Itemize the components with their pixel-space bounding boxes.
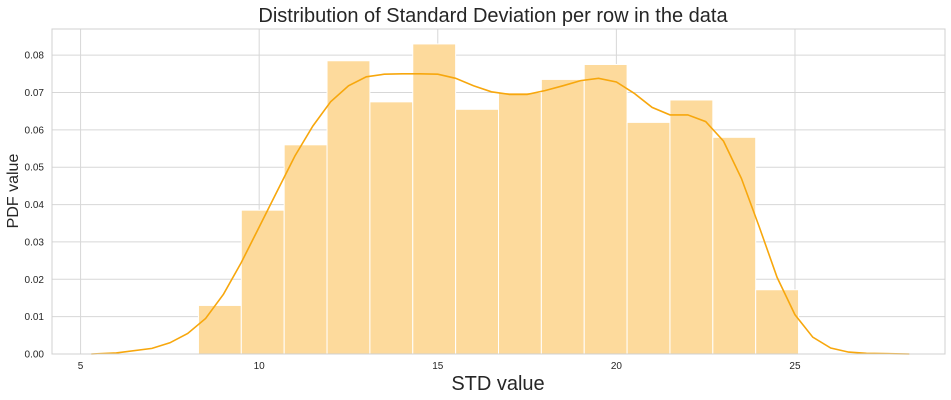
y-tick-labels: 0.00 0.01 0.02 0.03 0.04 0.05 0.06 0.07 0.08 xyxy=(25,51,45,361)
y-tick-label: 0.06 xyxy=(25,125,45,136)
kde-line xyxy=(91,73,910,355)
histogram-bar xyxy=(583,63,628,355)
histogram-bar xyxy=(197,304,242,355)
x-tick-label: 10 xyxy=(254,361,266,372)
histogram-bar xyxy=(240,209,285,355)
y-tick-label: 0.01 xyxy=(25,312,45,323)
y-tick-label: 0.05 xyxy=(25,163,45,174)
histogram-bar xyxy=(412,43,457,355)
histogram-bar xyxy=(712,136,757,355)
plot-frame xyxy=(51,28,946,355)
x-tick-label: 15 xyxy=(432,361,444,372)
histogram-bar xyxy=(283,144,328,355)
histogram-bar xyxy=(498,92,542,355)
chart-title: Distribution of Standard Deviation per r… xyxy=(258,5,728,27)
histogram-bar xyxy=(326,60,371,355)
y-tick-label: 0.00 xyxy=(25,350,45,361)
x-tick-label: 5 xyxy=(78,361,84,372)
histogram-bar xyxy=(455,108,499,355)
histogram-bars xyxy=(197,43,800,355)
x-tick-label: 20 xyxy=(611,361,623,372)
histogram-bar xyxy=(369,101,414,355)
x-tick-label: 25 xyxy=(789,361,801,372)
histogram-bar xyxy=(626,121,671,355)
histogram-bar xyxy=(540,78,585,355)
y-tick-label: 0.03 xyxy=(25,237,45,248)
y-tick-label: 0.07 xyxy=(25,88,45,99)
x-tick-labels: 5 10 15 20 25 xyxy=(78,361,801,372)
y-tick-label: 0.08 xyxy=(25,51,45,62)
y-tick-label: 0.04 xyxy=(25,200,45,211)
y-tick-label: 0.02 xyxy=(25,275,45,286)
histogram-bar xyxy=(669,99,714,355)
y-axis-label: PDF value xyxy=(5,154,22,229)
x-axis-label: STD value xyxy=(451,373,544,395)
histogram-bar xyxy=(755,289,800,355)
